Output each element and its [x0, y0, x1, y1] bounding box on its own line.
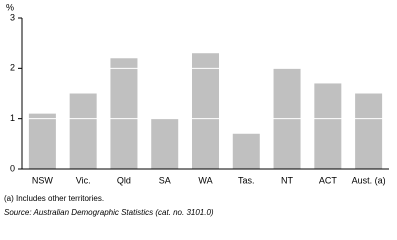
x-tick-label: ACT: [319, 175, 338, 185]
bar: [110, 58, 138, 170]
bar: [151, 118, 179, 169]
chart: % (a) Includes other territories. Source…: [4, 2, 389, 217]
bar: [192, 53, 219, 169]
bar: [28, 113, 56, 169]
source: Source: Australian Demographic Statistic…: [4, 208, 214, 217]
y-tick-label: 0: [10, 163, 15, 173]
bar: [314, 83, 342, 169]
x-tick-label: NT: [281, 175, 293, 185]
x-tick-label: Tas.: [238, 175, 255, 185]
x-tick-label: Aust. (a): [352, 175, 386, 185]
y-tick-label: 3: [10, 12, 15, 22]
footnote: (a) Includes other territories.: [4, 194, 104, 203]
bar: [69, 93, 97, 169]
y-tick-label: 2: [10, 63, 15, 73]
y-axis-label: %: [6, 2, 14, 12]
bar: [232, 133, 260, 169]
y-tick-label: 1: [10, 113, 15, 123]
x-tick-label: SA: [159, 175, 171, 185]
x-tick-label: WA: [198, 175, 212, 185]
x-tick-label: NSW: [32, 175, 54, 185]
x-tick-label: Qld: [117, 175, 131, 185]
x-tick-label: Vic.: [76, 175, 91, 185]
bar: [355, 93, 383, 169]
